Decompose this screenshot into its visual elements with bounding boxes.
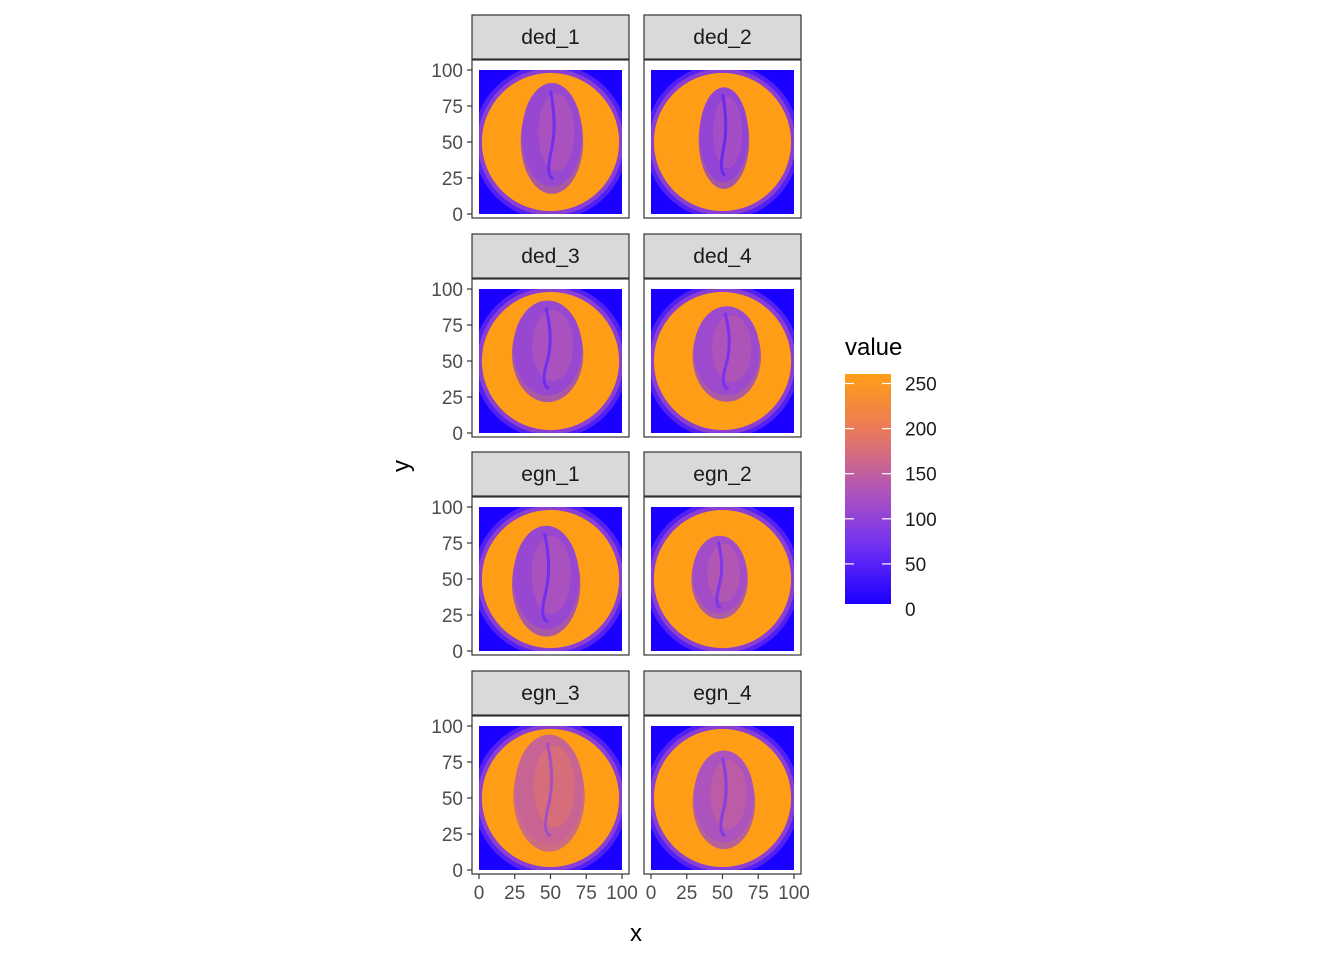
facet-strip-label: egn_4	[693, 682, 752, 705]
heatmap-raster	[651, 726, 794, 870]
legend-title: value	[845, 334, 902, 361]
legend-tick-label: 100	[905, 510, 937, 531]
facet-panel: egn_2	[643, 451, 802, 656]
facet-strip	[643, 451, 802, 497]
bean-highlight	[707, 543, 741, 602]
y-tick-label: 100	[431, 717, 463, 738]
bean-highlight	[710, 759, 747, 829]
x-tick-label: 50	[540, 883, 561, 904]
heatmap-raster	[479, 289, 622, 433]
facet-strip-label: ded_4	[693, 245, 752, 268]
bean-crease	[541, 533, 551, 624]
facet-panel: egn_1	[471, 451, 630, 656]
y-tick-label: 100	[431, 280, 463, 301]
y-axis-title: y	[388, 460, 415, 472]
y-tick-label: 0	[452, 861, 463, 882]
heatmap-raster	[651, 70, 794, 214]
facet-panels: ded_1 ded_2 ded_3 ded_4 egn_1 egn_2 egn_3 egn_4	[471, 14, 802, 875]
facet-strip	[643, 670, 802, 716]
facet-panel: ded_1	[471, 14, 630, 219]
y-tick-label: 0	[452, 424, 463, 445]
bean-highlight	[531, 536, 571, 614]
x-tick-label: 100	[778, 883, 810, 904]
facet-strip	[643, 233, 802, 279]
bean-highlight	[532, 310, 574, 382]
y-tick-label: 75	[442, 534, 463, 555]
y-tick-label: 0	[452, 205, 463, 226]
bean-crease	[719, 94, 728, 177]
legend-tick-label: 0	[905, 600, 916, 621]
y-tick-label: 25	[442, 169, 463, 190]
heatmap-raster	[479, 70, 622, 214]
y-tick-label: 75	[442, 316, 463, 337]
facet-strip-label: ded_3	[521, 245, 579, 268]
legend-tick-label: 50	[905, 555, 926, 576]
facet-strip	[643, 14, 802, 60]
x-tick-label: 100	[606, 883, 638, 904]
x-tick-label: 50	[712, 883, 733, 904]
x-axis-title: x	[630, 920, 642, 947]
heatmap-raster	[651, 289, 794, 433]
heatmap-raster	[479, 507, 622, 651]
facet-strip-label: egn_1	[521, 463, 579, 486]
legend-tick-label: 250	[905, 375, 937, 396]
x-tick-label: 0	[646, 883, 657, 904]
legend-ticks: 250 200 150 100 50 0	[845, 375, 937, 621]
facet-strip-label: ded_1	[521, 26, 579, 49]
bean-crease	[721, 312, 731, 391]
bean-highlight	[712, 96, 743, 169]
facet-strip	[471, 233, 630, 279]
legend-tick-label: 200	[905, 420, 937, 441]
y-tick-label: 75	[442, 753, 463, 774]
y-tick-label: 25	[442, 606, 463, 627]
legend-colorbar	[845, 374, 891, 604]
y-tick-label: 0	[452, 642, 463, 663]
y-tick-label: 100	[431, 61, 463, 82]
y-tick-label: 50	[442, 570, 463, 591]
bean-crease	[547, 90, 556, 181]
y-tick-label: 50	[442, 133, 463, 154]
facet-strip-label: egn_3	[521, 682, 579, 705]
y-tick-label: 75	[442, 97, 463, 118]
facet-strip	[471, 670, 630, 716]
facet-panel: egn_4	[643, 670, 802, 875]
x-tick-label: 25	[676, 883, 697, 904]
bean-crease	[544, 742, 554, 838]
y-tick-label: 50	[442, 789, 463, 810]
bean-highlight	[533, 745, 575, 828]
y-tick-label: 50	[442, 352, 463, 373]
x-axes: 0 25 50 75 100 0 25 50 75 100	[474, 874, 810, 904]
heatmap-raster	[651, 507, 794, 651]
facet-strip-label: ded_2	[693, 26, 751, 49]
bean-highlight	[711, 315, 752, 383]
facet-panel: egn_3	[471, 670, 630, 875]
facet-panel: ded_2	[643, 14, 802, 219]
bean-crease	[715, 541, 724, 610]
x-tick-label: 25	[504, 883, 525, 904]
facet-strip	[471, 451, 630, 497]
x-tick-label: 75	[576, 883, 597, 904]
y-axes: 0 25 50 75 100 0 25 50 75 100 0 25 50 75 100 0 25 50 75 100	[431, 61, 472, 882]
facet-strip-label: egn_2	[693, 463, 751, 486]
bean-highlight	[538, 93, 575, 172]
facet-panel: ded_4	[643, 233, 802, 438]
y-tick-label: 25	[442, 825, 463, 846]
y-tick-label: 25	[442, 388, 463, 409]
y-tick-label: 100	[431, 498, 463, 519]
x-tick-label: 0	[474, 883, 485, 904]
legend: value 250 200 150 100 50 0	[845, 334, 937, 621]
x-tick-label: 75	[748, 883, 769, 904]
bean-crease	[542, 307, 552, 390]
heatmap-raster	[479, 726, 622, 870]
legend-tick-label: 150	[905, 465, 937, 486]
facet-panel: ded_3	[471, 233, 630, 438]
bean-crease	[719, 757, 728, 838]
facet-strip	[471, 14, 630, 60]
